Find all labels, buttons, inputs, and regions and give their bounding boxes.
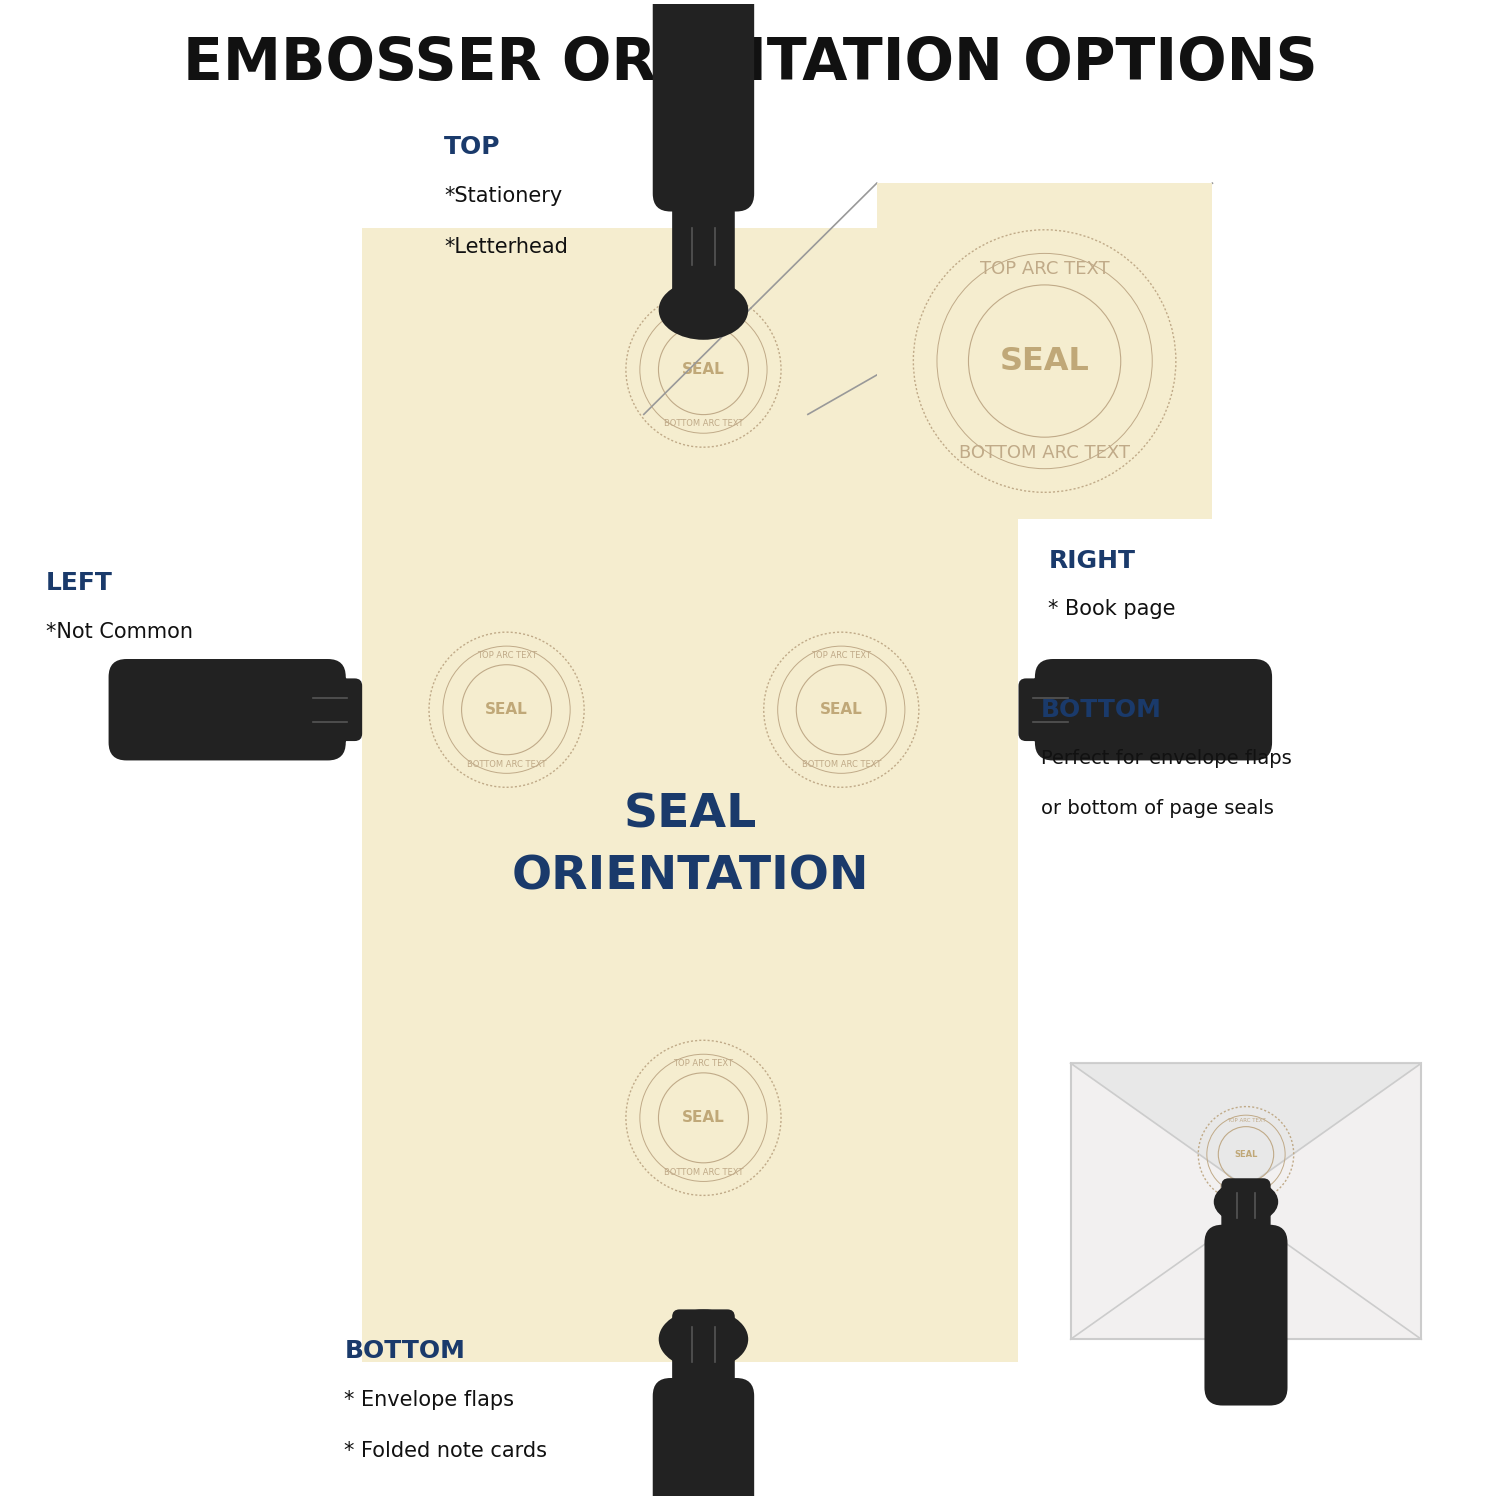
Text: SEAL: SEAL: [1234, 1150, 1257, 1160]
FancyBboxPatch shape: [108, 658, 347, 760]
Text: TOP ARC TEXT: TOP ARC TEXT: [674, 310, 734, 320]
Text: * Envelope flaps: * Envelope flaps: [345, 1390, 514, 1410]
Text: *Letterhead: *Letterhead: [444, 237, 568, 256]
FancyBboxPatch shape: [1019, 678, 1160, 741]
Text: * Book page: * Book page: [1048, 600, 1176, 619]
Ellipse shape: [1214, 1180, 1278, 1224]
Ellipse shape: [658, 1310, 748, 1370]
Text: TOP ARC TEXT: TOP ARC TEXT: [1227, 1119, 1266, 1124]
Text: SEAL
ORIENTATION: SEAL ORIENTATION: [512, 792, 868, 900]
Text: BOTTOM ARC TEXT: BOTTOM ARC TEXT: [958, 444, 1130, 462]
FancyBboxPatch shape: [220, 678, 362, 741]
FancyBboxPatch shape: [672, 176, 735, 310]
Text: BOTTOM: BOTTOM: [345, 1340, 465, 1364]
Text: BOTTOM: BOTTOM: [1041, 698, 1161, 721]
FancyBboxPatch shape: [1221, 1179, 1270, 1257]
Text: * Folded note cards: * Folded note cards: [345, 1440, 548, 1461]
Text: BOTTOM ARC TEXT: BOTTOM ARC TEXT: [664, 420, 742, 429]
FancyBboxPatch shape: [362, 228, 1019, 1362]
Text: SEAL: SEAL: [682, 362, 724, 376]
FancyBboxPatch shape: [652, 1378, 754, 1500]
FancyBboxPatch shape: [1071, 1064, 1420, 1340]
FancyBboxPatch shape: [652, 0, 754, 211]
Polygon shape: [1071, 1064, 1420, 1188]
Text: SEAL: SEAL: [999, 345, 1089, 376]
Text: *Stationery: *Stationery: [444, 186, 562, 206]
Text: *Not Common: *Not Common: [46, 621, 194, 642]
Text: Perfect for envelope flaps: Perfect for envelope flaps: [1041, 748, 1292, 768]
Text: BOTTOM ARC TEXT: BOTTOM ARC TEXT: [1221, 1185, 1272, 1190]
Ellipse shape: [658, 280, 748, 340]
Text: TOP ARC TEXT: TOP ARC TEXT: [477, 651, 537, 660]
FancyBboxPatch shape: [878, 183, 1212, 519]
Text: SEAL: SEAL: [484, 702, 528, 717]
FancyBboxPatch shape: [672, 1310, 735, 1414]
Text: or bottom of page seals: or bottom of page seals: [1041, 800, 1274, 818]
Text: BOTTOM ARC TEXT: BOTTOM ARC TEXT: [801, 759, 880, 768]
Ellipse shape: [1026, 664, 1086, 754]
Text: TOP ARC TEXT: TOP ARC TEXT: [674, 1059, 734, 1068]
Text: TOP ARC TEXT: TOP ARC TEXT: [980, 260, 1110, 278]
Text: BOTTOM ARC TEXT: BOTTOM ARC TEXT: [466, 759, 546, 768]
Text: EMBOSSER ORIENTATION OPTIONS: EMBOSSER ORIENTATION OPTIONS: [183, 36, 1317, 93]
FancyBboxPatch shape: [1204, 1224, 1287, 1406]
Text: SEAL: SEAL: [821, 702, 862, 717]
Text: RIGHT: RIGHT: [1048, 549, 1136, 573]
Text: LEFT: LEFT: [46, 572, 112, 596]
Text: SEAL: SEAL: [682, 1110, 724, 1125]
Text: TOP ARC TEXT: TOP ARC TEXT: [812, 651, 871, 660]
Text: BOTTOM ARC TEXT: BOTTOM ARC TEXT: [664, 1167, 742, 1176]
FancyBboxPatch shape: [1035, 658, 1272, 760]
Ellipse shape: [296, 664, 354, 754]
Text: TOP: TOP: [444, 135, 501, 159]
